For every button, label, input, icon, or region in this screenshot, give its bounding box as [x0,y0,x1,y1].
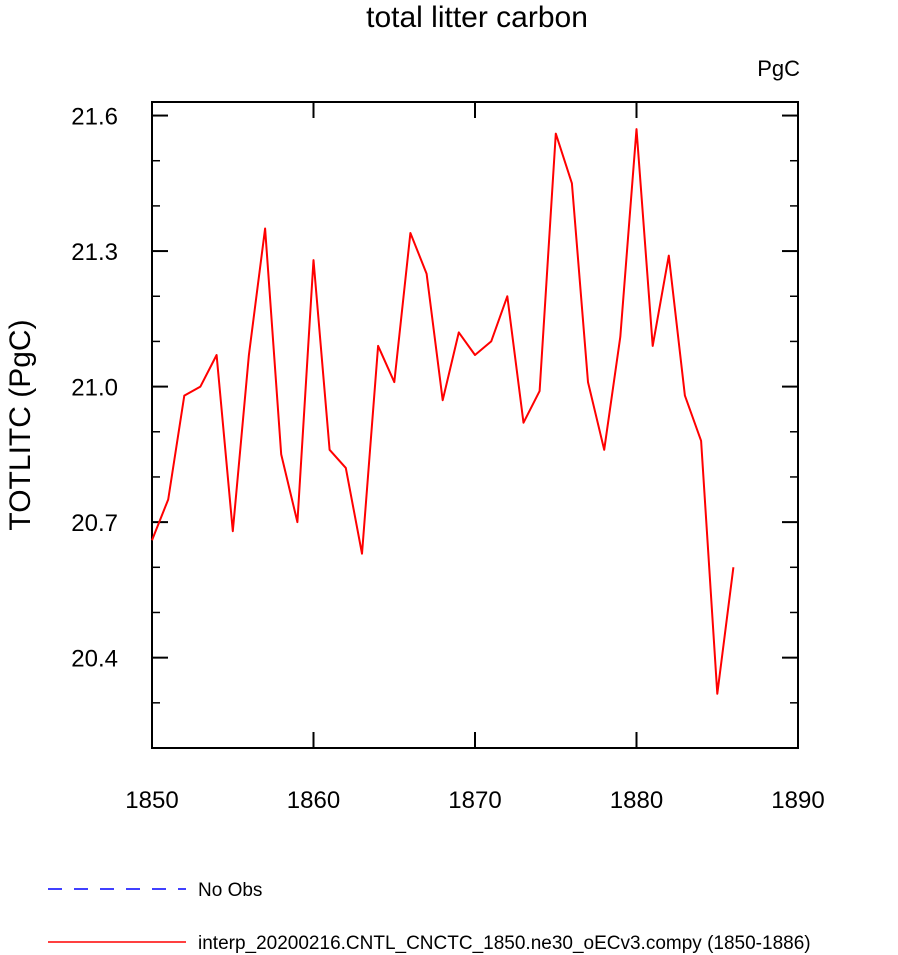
series-line [151,128,735,695]
y-tick-label: 21.3 [71,239,118,266]
x-tick-label: 1850 [125,787,178,814]
axis-ticks [151,102,799,749]
legend-label: interp_20200216.CNTL_CNCTC_1850.ne30_oEC… [198,933,811,954]
y-tick-label: 21.0 [71,375,118,402]
x-tick-label: 1870 [448,787,501,814]
plot-frame [151,101,799,749]
y-axis-label: TOTLITC (PgC) [4,319,37,530]
y-tick-label: 20.7 [71,510,118,537]
axis-tick-labels: 1850 1860 1870 1880 1890 20.4 20.7 21.0 21.3 21.6 [71,104,824,814]
y-tick-label: 20.4 [71,646,118,673]
y-tick-label: 21.6 [71,104,118,131]
legend: No Obs interp_20200216.CNTL_CNCTC_1850.ne… [48,880,811,954]
legend-label: No Obs [198,880,262,901]
x-tick-label: 1890 [771,787,824,814]
units-label: PgC [757,56,800,81]
x-tick-label: 1860 [287,787,340,814]
x-tick-label: 1880 [610,787,663,814]
chart-title: total litter carbon [366,1,588,34]
series-layer [151,128,735,695]
